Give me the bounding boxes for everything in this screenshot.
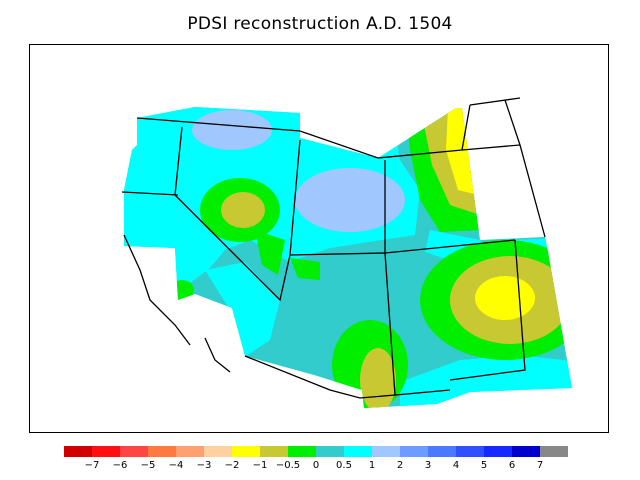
field-green-lobe (255, 230, 285, 275)
northern-border (461, 97, 546, 238)
pdsi-field (124, 107, 572, 408)
field-olive-central (221, 192, 265, 228)
legend-tick-label: 5 (480, 460, 488, 471)
legend-tick-label: 6 (508, 460, 516, 471)
legend-tick-label: −6 (112, 460, 128, 471)
legend-tick-label: 4 (452, 460, 460, 471)
legend-swatch (204, 446, 232, 457)
field-yellow-north (446, 108, 478, 195)
legend-tick-label: −5 (140, 460, 156, 471)
canada-border (136, 117, 521, 159)
legend-swatch (120, 446, 148, 457)
legend-swatch (540, 446, 568, 457)
field-green-southwest (170, 280, 194, 300)
field-lightblue-central (295, 168, 405, 232)
legend-tick-label: −1 (252, 460, 268, 471)
legend-swatch (456, 446, 484, 457)
legend-swatch (92, 446, 120, 457)
legend-swatch (512, 446, 540, 457)
legend-swatch (316, 446, 344, 457)
pacific-coast (123, 234, 191, 346)
legend-swatch (400, 446, 428, 457)
legend-swatch (344, 446, 372, 457)
legend-tick-label: 3 (424, 460, 432, 471)
legend-tick-label: 0.5 (336, 460, 352, 471)
legend-swatch (148, 446, 176, 457)
legend-tick-label: −3 (196, 460, 212, 471)
field-cyan-southwest (205, 262, 280, 360)
baja-coast (204, 337, 231, 373)
legend-tick-labels: −7 −6 −5 −4 −3 −2 −1 −0.5 0 0.5 1 2 3 4 5 6 7 (0, 460, 640, 474)
legend-tick-label: −0.5 (275, 460, 301, 471)
legend-swatch (288, 446, 316, 457)
legend-swatch (484, 446, 512, 457)
legend-tick-label: 2 (396, 460, 404, 471)
legend-tick-label: −4 (168, 460, 184, 471)
mexico-border (244, 355, 396, 399)
legend-tick-label: 1 (368, 460, 376, 471)
field-yellow-east (475, 276, 535, 320)
map-boundaries (121, 97, 546, 399)
legend-swatch (372, 446, 400, 457)
legend-swatch (260, 446, 288, 457)
page-title: PDSI reconstruction A.D. 1504 (187, 14, 453, 34)
legend-tick-label: −2 (224, 460, 240, 471)
field-olive-south (360, 348, 396, 408)
color-legend (64, 446, 568, 457)
field-lightblue-north (192, 110, 272, 150)
legend-swatch (232, 446, 260, 457)
legend-swatch (176, 446, 204, 457)
legend-swatch (428, 446, 456, 457)
legend-tick-label: −7 (84, 460, 100, 471)
legend-tick-label: 7 (536, 460, 544, 471)
field-green-midline (290, 258, 320, 280)
legend-tick-label: 0 (312, 460, 320, 471)
legend-swatch (64, 446, 92, 457)
